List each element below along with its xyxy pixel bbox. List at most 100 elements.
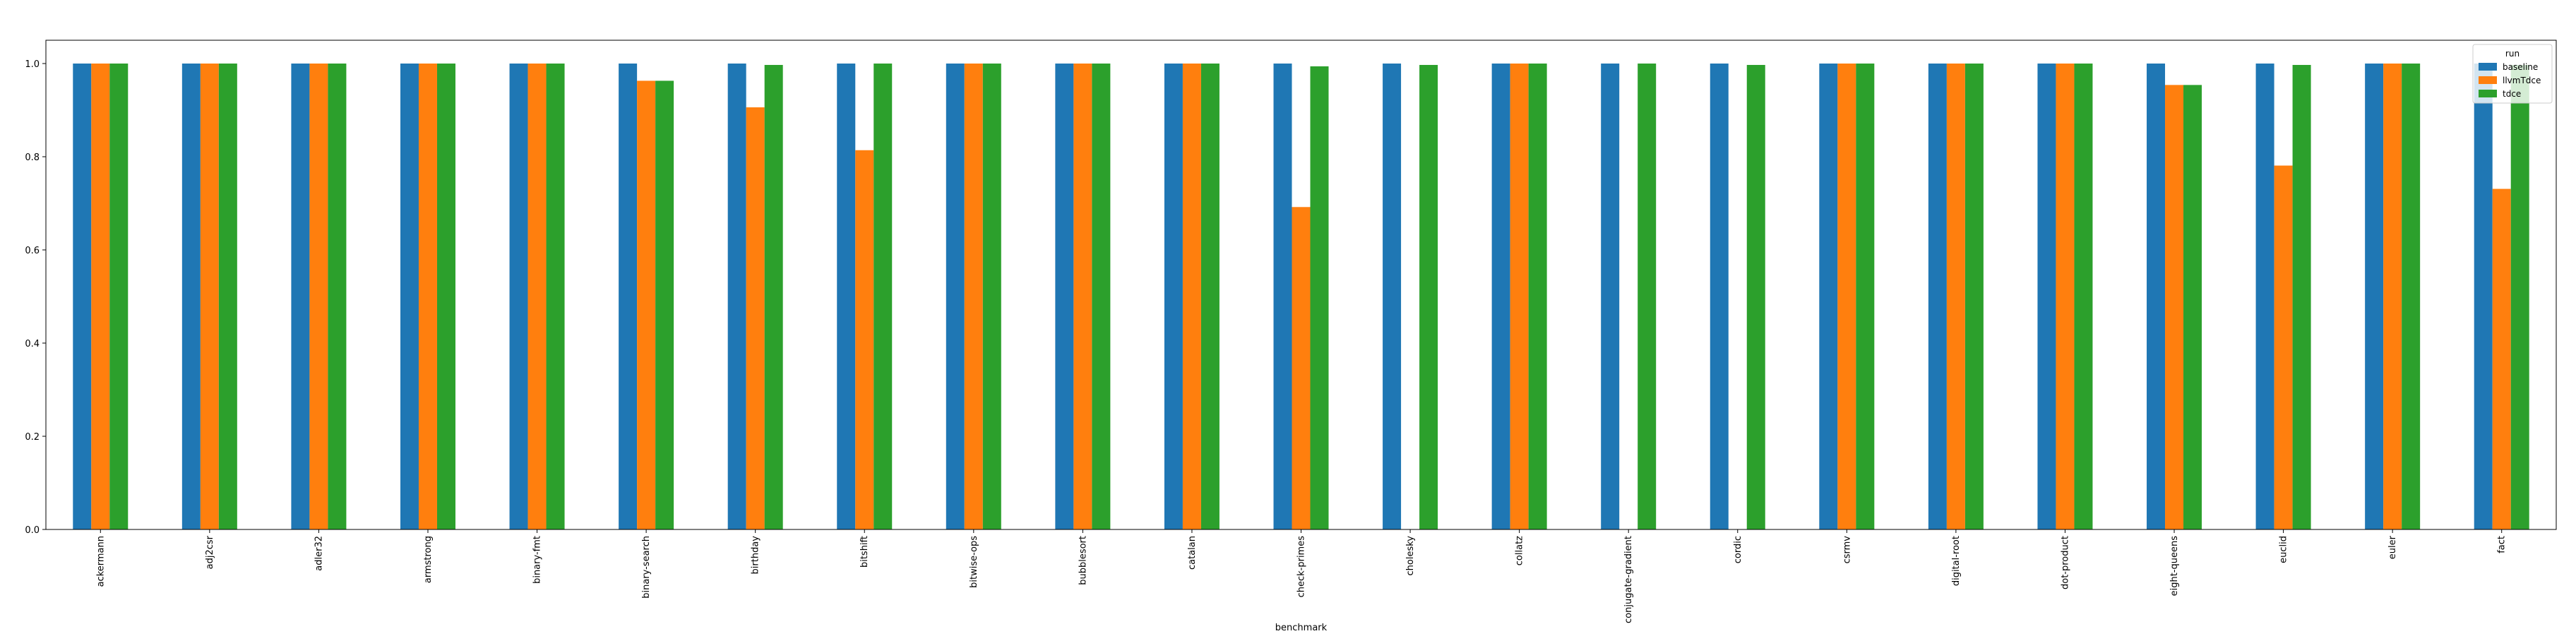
bar-tdce-cordic	[1746, 64, 1765, 530]
bar-baseline-bubblesort	[1055, 64, 1074, 529]
bar-tdce-collatz	[1528, 64, 1547, 529]
x-tick-label-csrmv: csrmv	[1842, 536, 1852, 564]
y-tick-label-0.0: 0.0	[25, 525, 40, 536]
bar-llvmTdce-binary-fmt	[527, 64, 547, 529]
x-tick-label-binary-search: binary-search	[641, 536, 652, 599]
bar-tdce-adj2csr	[218, 64, 237, 529]
bar-tdce-binary-fmt	[546, 64, 565, 529]
bar-tdce-adler32	[328, 64, 347, 529]
y-tick-label-0.4: 0.4	[25, 339, 40, 349]
x-tick-label-adler32: adler32	[314, 536, 324, 571]
bar-llvmTdce-binary-search	[637, 80, 656, 530]
bar-baseline-bitshift	[837, 64, 856, 529]
x-tick-label-eight-queens: eight-queens	[2169, 536, 2180, 597]
bar-tdce-euler	[2402, 64, 2421, 529]
bar-baseline-birthday	[727, 64, 746, 529]
bar-llvmTdce-bitshift	[855, 150, 874, 529]
bar-llvmTdce-bitwise-ops	[964, 64, 983, 529]
x-tick-label-bitwise-ops: bitwise-ops	[969, 536, 979, 588]
bar-tdce-csrmv	[1856, 64, 1875, 529]
x-tick-label-catalan: catalan	[1187, 536, 1198, 570]
bar-baseline-armstrong	[400, 64, 419, 529]
bar-llvmTdce-bubblesort	[1073, 64, 1092, 529]
bar-tdce-bubblesort	[1092, 64, 1111, 529]
bar-llvmTdce-catalan	[1182, 64, 1201, 529]
bar-llvmTdce-adj2csr	[200, 64, 219, 529]
bar-tdce-armstrong	[436, 64, 455, 529]
bar-llvmTdce-euler	[2383, 64, 2402, 529]
bar-llvmTdce-digital-root	[1946, 64, 1965, 529]
y-tick-label-0.6: 0.6	[25, 246, 40, 256]
bar-tdce-check-primes	[1310, 66, 1329, 529]
x-tick-label-armstrong: armstrong	[423, 536, 434, 583]
bar-baseline-euclid	[2255, 64, 2274, 529]
bar-baseline-dot-product	[2037, 64, 2056, 529]
bar-baseline-csrmv	[1819, 64, 1838, 529]
x-tick-label-cholesky: cholesky	[1405, 536, 1416, 576]
x-tick-label-birthday: birthday	[751, 536, 761, 575]
x-tick-label-dot-product: dot-product	[2060, 536, 2070, 589]
legend-swatch-tdce	[2479, 90, 2497, 97]
legend-box	[2472, 44, 2553, 104]
y-tick-label-0.8: 0.8	[25, 152, 40, 163]
bar-llvmTdce-fact	[2492, 188, 2511, 529]
x-axis-title: benchmark	[1275, 623, 1328, 633]
bar-tdce-bitshift	[873, 64, 893, 529]
x-tick-label-check-primes: check-primes	[1296, 536, 1307, 598]
bar-baseline-cholesky	[1383, 64, 1402, 529]
bar-llvmTdce-armstrong	[418, 64, 437, 529]
bar-baseline-eight-queens	[2147, 64, 2166, 529]
y-tick-layer: 0.0 0.2 0.4 0.6 0.8 1.0	[25, 59, 46, 536]
bar-baseline-ackermann	[73, 64, 92, 529]
bar-baseline-adler32	[291, 64, 310, 529]
bar-baseline-fact	[2474, 64, 2493, 529]
x-tick-label-bubblesort: bubblesort	[1078, 536, 1088, 585]
legend-label-baseline: baseline	[2503, 62, 2538, 72]
bar-llvmTdce-ackermann	[91, 64, 110, 529]
y-tick-label-1.0: 1.0	[25, 59, 40, 70]
bar-baseline-digital-root	[1928, 64, 1947, 529]
x-tick-label-euclid: euclid	[2279, 536, 2289, 563]
bar-tdce-dot-product	[2074, 64, 2093, 529]
legend-label-tdce: tdce	[2503, 89, 2521, 99]
bar-baseline-catalan	[1164, 64, 1183, 529]
bar-baseline-bitwise-ops	[946, 64, 965, 529]
legend-swatch-llvmTdce	[2479, 76, 2497, 84]
bar-baseline-collatz	[1491, 64, 1510, 529]
legend: run baseline llvmTdce tdce	[2472, 44, 2553, 104]
bar-llvmTdce-collatz	[1510, 64, 1529, 529]
bar-tdce-catalan	[1200, 64, 1220, 529]
bar-tdce-digital-root	[1964, 64, 1984, 529]
x-tick-label-ackermann: ackermann	[95, 536, 106, 587]
bar-baseline-check-primes	[1273, 64, 1292, 529]
bar-tdce-fact	[2510, 64, 2529, 530]
bar-baseline-euler	[2365, 64, 2384, 529]
bar-llvmTdce-birthday	[746, 107, 765, 530]
bar-tdce-eight-queens	[2183, 85, 2202, 530]
x-tick-layer: ackermann adj2csr adler32 armstrong binary-f…	[95, 529, 2508, 623]
legend-title: run	[2505, 49, 2520, 59]
bar-baseline-conjugate-gradient	[1601, 64, 1620, 529]
bar-baseline-cordic	[1710, 64, 1729, 529]
bar-tdce-conjugate-gradient	[1638, 64, 1657, 529]
bar-llvmTdce-adler32	[309, 64, 328, 529]
bar-llvmTdce-check-primes	[1292, 207, 1311, 529]
bar-tdce-ackermann	[109, 64, 129, 529]
x-tick-label-fact: fact	[2497, 536, 2508, 553]
bar-baseline-adj2csr	[181, 64, 201, 529]
bar-llvmTdce-csrmv	[1837, 64, 1856, 529]
plot-frame	[45, 40, 2557, 530]
bar-tdce-binary-search	[655, 80, 674, 530]
x-tick-label-euler: euler	[2387, 535, 2398, 559]
bar-tdce-cholesky	[1419, 64, 1438, 530]
bar-baseline-binary-search	[619, 64, 638, 529]
bars-layer	[73, 64, 2529, 530]
bar-llvmTdce-dot-product	[2056, 64, 2075, 529]
bar-llvmTdce-euclid	[2274, 165, 2293, 530]
x-tick-label-collatz: collatz	[1515, 536, 1525, 565]
y-tick-label-0.2: 0.2	[25, 432, 40, 443]
bar-tdce-euclid	[2292, 64, 2311, 530]
x-tick-label-conjugate-gradient: conjugate-gradient	[1623, 536, 1634, 623]
bar-baseline-binary-fmt	[509, 64, 528, 529]
